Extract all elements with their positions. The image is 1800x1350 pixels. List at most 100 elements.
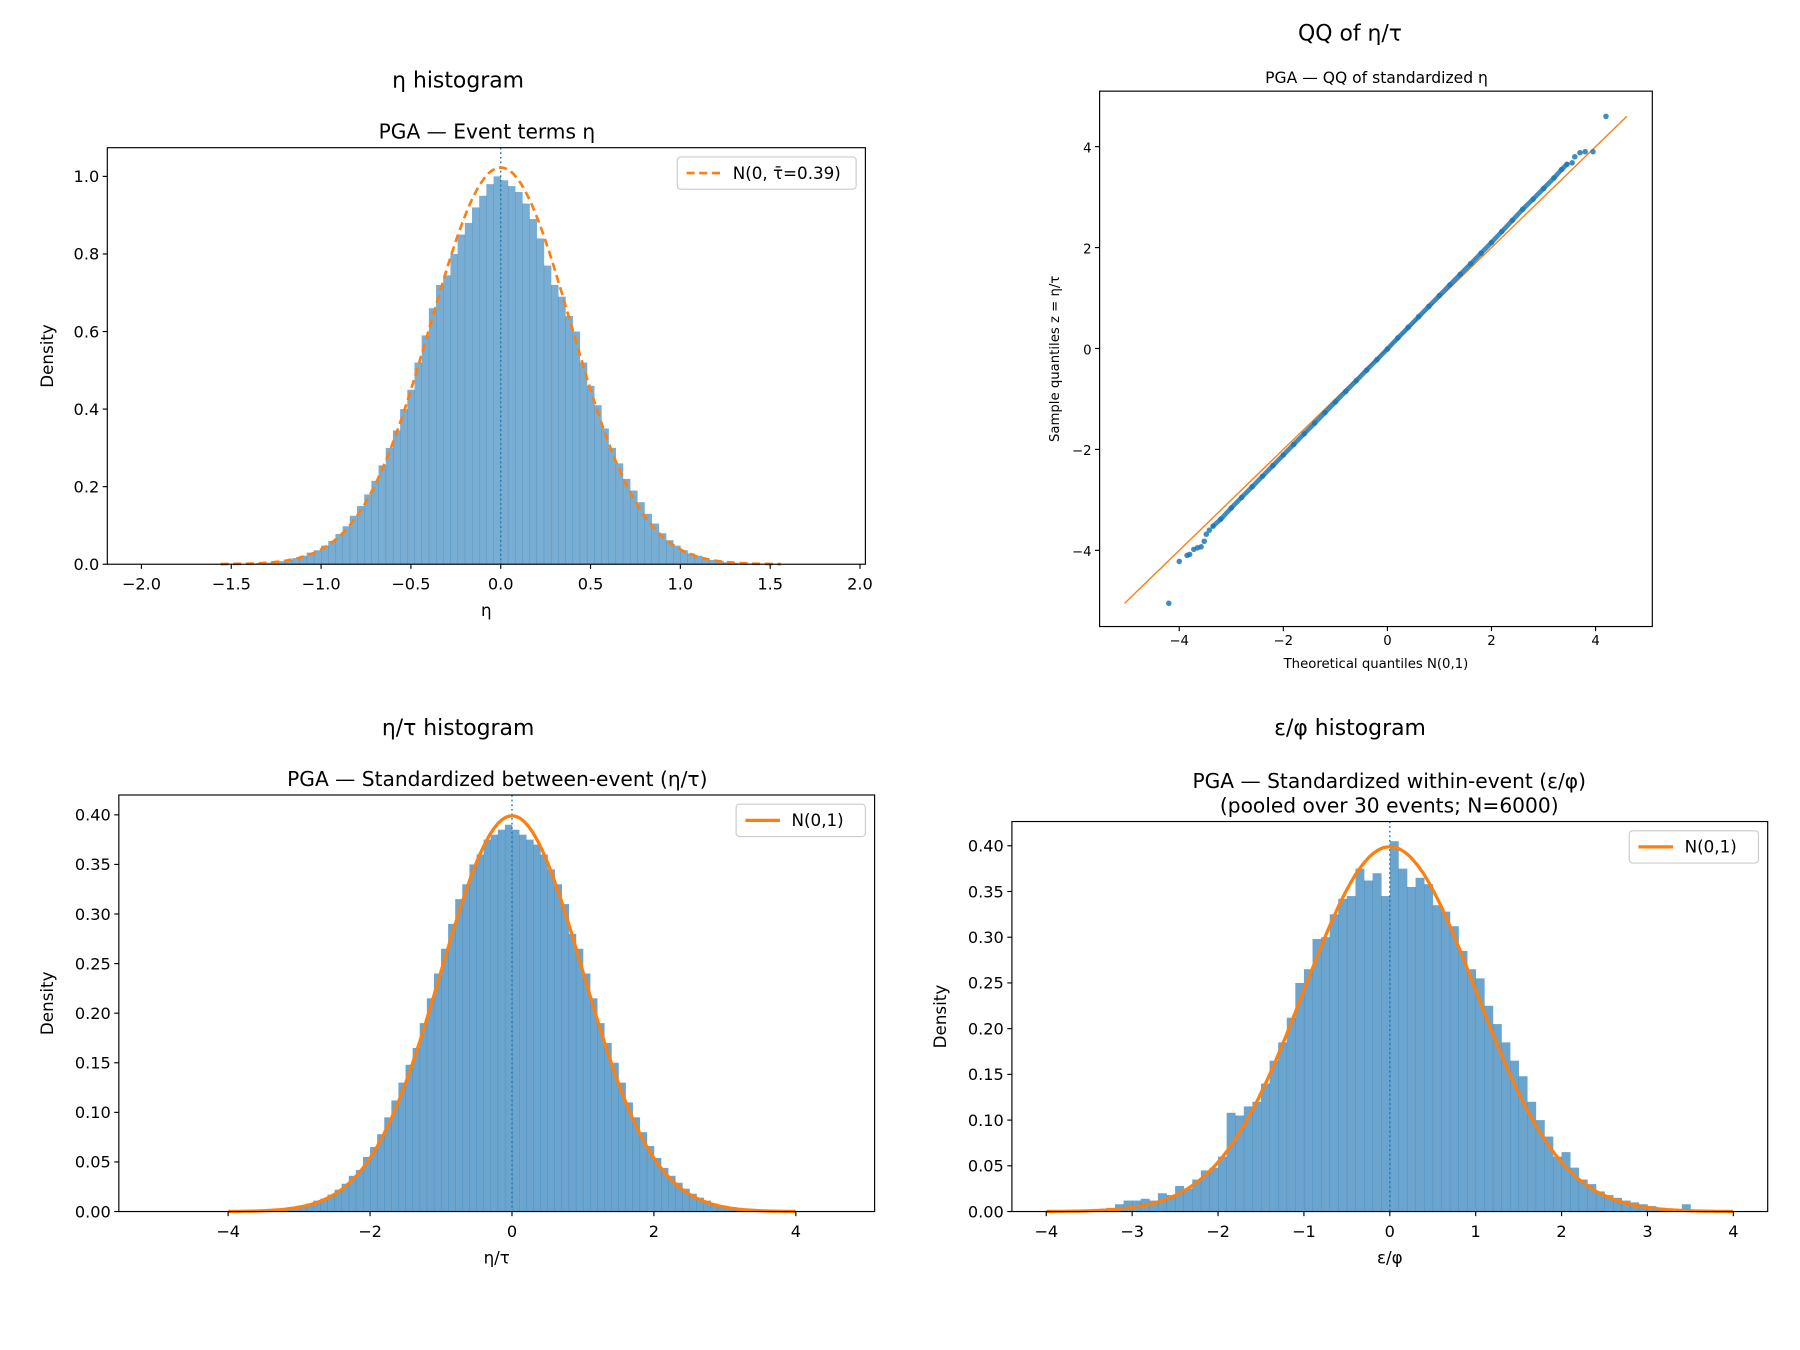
y-tick-label: 0.15 <box>968 1065 1004 1084</box>
histogram-bar <box>665 540 674 565</box>
histogram-bar <box>1535 1120 1545 1212</box>
histogram-bar <box>405 1064 413 1212</box>
histogram-bar <box>1218 1156 1227 1212</box>
histogram-bar <box>320 1198 328 1212</box>
qq-point <box>1436 292 1443 299</box>
histogram-bar <box>1621 1200 1631 1212</box>
histogram-bar <box>1260 1083 1270 1212</box>
legend: N(0,1) <box>1628 830 1760 864</box>
qq-point <box>1311 420 1318 426</box>
histogram-bar <box>342 526 351 565</box>
histogram-bar <box>515 191 523 565</box>
histogram-bar <box>292 558 300 565</box>
histogram-bar <box>1475 978 1485 1212</box>
histogram-bar <box>639 1132 648 1212</box>
histogram-bar <box>1467 969 1477 1212</box>
histogram-bar <box>328 540 336 565</box>
histogram-bar <box>547 869 555 1212</box>
histogram-bar <box>1372 873 1382 1212</box>
histogram-bar <box>689 1193 697 1212</box>
histogram-bar <box>1312 939 1322 1212</box>
histogram-bar <box>384 1117 392 1212</box>
histogram-bar <box>433 973 442 1212</box>
histogram-bar <box>1561 1152 1571 1212</box>
histogram-bar <box>1681 1204 1691 1212</box>
x-tick-label: −2 <box>1206 1222 1230 1241</box>
histogram-bar <box>608 447 617 565</box>
histogram-bar <box>398 1082 406 1212</box>
x-tick-label: −4 <box>1034 1222 1058 1241</box>
histogram-bar <box>504 824 513 1212</box>
histogram-bar <box>1527 1101 1537 1212</box>
qq-point <box>1249 483 1255 490</box>
qq-point <box>1426 303 1432 309</box>
y-tick-label: −2 <box>1072 444 1092 459</box>
histogram-bar <box>321 545 329 565</box>
x-tick-label: 0.5 <box>578 575 604 594</box>
suptitle-eps-std: ε/φ histogram <box>1274 716 1426 741</box>
histogram-bar <box>675 1182 683 1212</box>
x-axis-label: ε/φ <box>1377 1247 1403 1267</box>
y-tick-label: 0 <box>1083 343 1091 358</box>
histogram-bar <box>313 550 322 565</box>
normal-pdf-curve <box>1046 845 1734 1214</box>
y-tick-label: 0.05 <box>968 1157 1004 1176</box>
title-qq: PGA — QQ of standardized η <box>1265 69 1488 87</box>
histogram-bar <box>441 948 449 1212</box>
histogram-bar <box>673 545 681 565</box>
histogram-bar <box>558 296 566 565</box>
histogram-bar <box>391 1100 399 1212</box>
histogram-bar <box>1518 1076 1528 1212</box>
histogram-bar <box>500 180 509 565</box>
histogram-bar <box>1269 1060 1279 1212</box>
histogram-bar <box>1458 950 1468 1212</box>
histogram-bar <box>1604 1195 1614 1212</box>
histogram-bar <box>479 195 487 565</box>
histogram-bar <box>1243 1106 1253 1212</box>
histogram-bar <box>299 1205 307 1212</box>
histogram-bar <box>724 1207 733 1212</box>
y-tick-label: −4 <box>1072 545 1092 560</box>
histogram-bar <box>335 533 343 565</box>
histogram-bar <box>668 1175 676 1212</box>
qq-point <box>1467 260 1474 267</box>
histogram-bar <box>1510 1060 1519 1212</box>
histogram-bar <box>646 1146 655 1212</box>
qq-point <box>1374 356 1380 363</box>
histogram-bar <box>1192 1179 1202 1212</box>
histogram-bar <box>1303 969 1313 1212</box>
axes-frame <box>106 147 866 565</box>
histogram-bar <box>1595 1191 1605 1212</box>
histogram-bar <box>1175 1185 1185 1212</box>
histogram-bar <box>561 904 570 1212</box>
histogram-bar <box>533 844 541 1212</box>
normal-pdf-curve <box>228 814 796 1214</box>
y-tick-label: 0.35 <box>968 882 1004 901</box>
histogram-bar <box>412 1047 421 1212</box>
qq-point <box>1363 367 1370 373</box>
x-tick-label: 2 <box>1556 1222 1566 1241</box>
x-tick-label: 2 <box>649 1222 659 1241</box>
y-tick-label: 0.00 <box>968 1202 1004 1221</box>
y-axis-label: Density <box>930 985 950 1049</box>
normal-pdf-curve <box>220 166 781 566</box>
histogram-bar <box>285 559 293 565</box>
title-eta-std: PGA — Standardized between-event (η/τ) <box>287 767 707 791</box>
histogram-bar <box>1389 841 1399 1212</box>
qq-point <box>1499 228 1505 235</box>
histogram-bar <box>1209 1167 1219 1212</box>
histogram-bar <box>1432 905 1442 1212</box>
histogram-bar <box>1587 1184 1597 1212</box>
qq-point <box>1206 527 1213 533</box>
y-tick-label: 0.25 <box>968 974 1004 993</box>
histogram-bar <box>653 1157 662 1212</box>
x-tick-label: 2.0 <box>847 575 873 594</box>
x-tick-label: −2.0 <box>122 575 161 594</box>
qq-point <box>1238 494 1245 501</box>
histogram-bar <box>618 1082 626 1212</box>
qq-point <box>1280 452 1287 458</box>
histogram-bar <box>1321 937 1331 1212</box>
x-tick-label: 4 <box>1728 1222 1738 1241</box>
histogram-bar <box>601 428 609 565</box>
x-tick-label: −2 <box>358 1222 382 1241</box>
